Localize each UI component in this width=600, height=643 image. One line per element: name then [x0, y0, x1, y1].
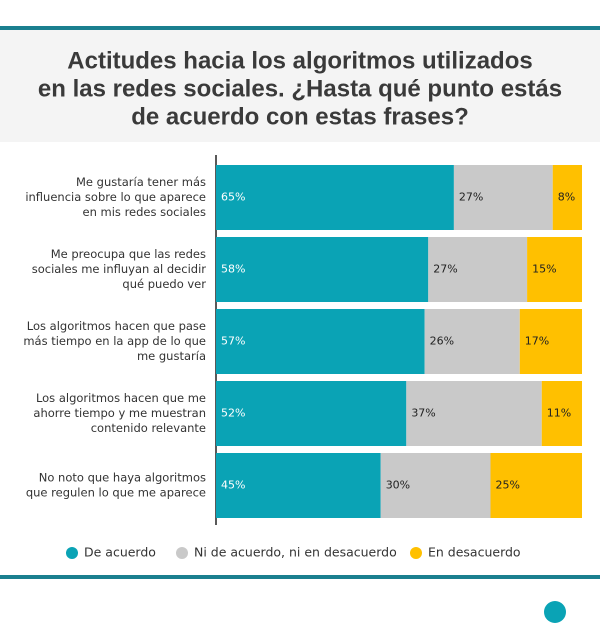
legend-label: En desacuerdo: [428, 545, 521, 560]
bar-segment: [527, 237, 582, 302]
value-label: 52%: [221, 407, 245, 420]
bar-segment: [519, 309, 582, 374]
chart-title: de acuerdo con estas frases?: [131, 103, 468, 130]
bar-segment: [216, 381, 407, 446]
category-label: me gustaría: [137, 349, 206, 363]
bar-segment: [424, 309, 520, 374]
bar-segment: [552, 165, 582, 230]
value-label: 8%: [558, 191, 575, 204]
category-label: Me gustaría tener más: [76, 175, 206, 189]
category-label: que regulen lo que me aparece: [26, 486, 206, 500]
value-label: 11%: [547, 407, 571, 420]
value-label: 45%: [221, 479, 245, 492]
category-label: influencia sobre lo que aparece: [25, 190, 206, 204]
bar-segment: [216, 309, 425, 374]
value-label: 27%: [459, 191, 483, 204]
legend-label: Ni de acuerdo, ni en desacuerdo: [194, 545, 397, 560]
category-label: Los algoritmos hacen que pase: [27, 319, 206, 333]
value-label: 37%: [411, 407, 435, 420]
category-label: más tiempo en la app de lo que: [23, 334, 206, 348]
bar-segment: [380, 453, 491, 518]
value-label: 58%: [221, 263, 245, 276]
category-label: Me preocupa que las redes: [51, 247, 206, 261]
category-label: ahorre tiempo y me muestran: [33, 406, 206, 420]
legend-swatch: [66, 547, 78, 559]
chart-title: Actitudes hacia los algoritmos utilizado…: [67, 47, 532, 74]
bar-segment: [428, 237, 528, 302]
bar-segment: [490, 453, 582, 518]
category-label: contenido relevante: [91, 421, 206, 435]
bar-segment: [453, 165, 553, 230]
value-label: 17%: [525, 335, 549, 348]
value-label: 65%: [221, 191, 245, 204]
legend-swatch: [176, 547, 188, 559]
value-label: 57%: [221, 335, 245, 348]
value-label: 27%: [433, 263, 457, 276]
bar-segment: [541, 381, 582, 446]
category-label: sociales me influyan al decidir: [32, 262, 207, 276]
legend-swatch: [410, 547, 422, 559]
value-label: 25%: [496, 479, 520, 492]
value-label: 15%: [532, 263, 556, 276]
header-background: [0, 30, 600, 142]
top-rule: [0, 26, 600, 30]
value-label: 30%: [386, 479, 410, 492]
category-label: qué puedo ver: [122, 277, 206, 291]
category-label: Los algoritmos hacen que me: [36, 391, 206, 405]
bar-segment: [216, 453, 381, 518]
bar-segment: [406, 381, 542, 446]
chart-title: en las redes sociales. ¿Hasta qué punto …: [38, 75, 562, 102]
bottom-rule: [0, 575, 600, 579]
category-label: No noto que haya algoritmos: [39, 471, 206, 485]
category-label: en mis redes sociales: [83, 205, 207, 219]
bar-segment: [216, 165, 454, 230]
value-label: 26%: [430, 335, 454, 348]
bar-segment: [216, 237, 429, 302]
logo-badge: [544, 601, 566, 623]
legend-label: De acuerdo: [84, 545, 156, 560]
